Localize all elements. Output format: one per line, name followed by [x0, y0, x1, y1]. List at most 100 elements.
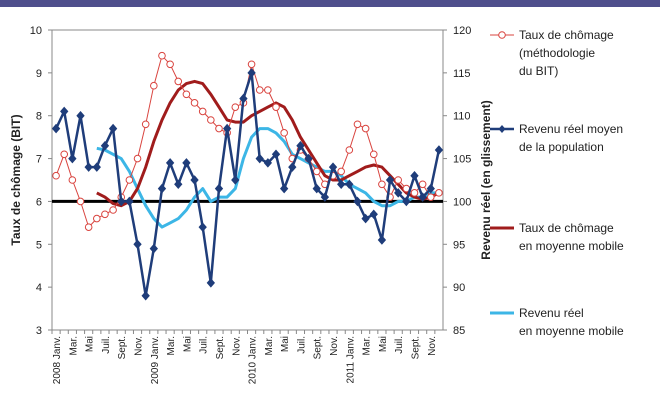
x-tick-label: Mar. — [264, 336, 275, 355]
data-point — [76, 197, 85, 206]
y2-tick-label: 85 — [453, 325, 465, 337]
data-point — [117, 196, 126, 207]
data-point — [198, 222, 207, 232]
y-tick-label: 9 — [36, 68, 42, 80]
data-point — [133, 154, 142, 163]
x-tick-label: Mar. — [166, 336, 177, 355]
data-point — [190, 175, 199, 185]
data-point — [165, 158, 175, 168]
y2-tick-label: 95 — [453, 239, 465, 251]
data-point — [394, 176, 402, 184]
data-point — [174, 77, 183, 86]
data-point — [206, 278, 216, 288]
x-tick-label: Sept. — [215, 336, 226, 359]
data-point — [378, 180, 386, 189]
data-point — [361, 124, 370, 133]
data-point — [328, 162, 338, 172]
x-tick-label: Nov. — [231, 336, 242, 356]
data-point — [60, 106, 69, 117]
data-point — [264, 86, 272, 94]
x-tick-label: Nov. — [134, 336, 145, 356]
data-point — [150, 81, 158, 90]
y-tick-label: 10 — [30, 25, 42, 37]
data-point — [312, 167, 321, 176]
data-point — [345, 146, 354, 154]
data-point — [263, 158, 273, 168]
data-point — [52, 171, 60, 180]
x-tick-label: 2008 Janv. — [52, 336, 63, 384]
y2-tick-label: 105 — [453, 154, 471, 166]
data-point — [214, 183, 224, 194]
data-point — [141, 290, 150, 301]
data-point — [296, 140, 305, 151]
data-point — [394, 188, 403, 198]
data-point — [231, 103, 240, 111]
data-point — [141, 120, 150, 129]
data-point — [426, 193, 435, 201]
data-point — [361, 213, 370, 224]
data-point — [60, 150, 69, 159]
data-point — [100, 140, 110, 151]
data-point — [231, 175, 240, 185]
x-tick-label: Mai — [182, 336, 193, 352]
legend-label: Taux de chômage en moyenne mobile — [519, 221, 624, 253]
data-point — [247, 68, 256, 78]
y2-tick-label: 120 — [453, 25, 471, 37]
x-tick-label: Sept. — [410, 336, 421, 359]
data-point — [345, 179, 354, 190]
legend-marker — [498, 31, 506, 39]
x-tick-label: Mai — [280, 336, 291, 352]
data-point — [51, 123, 61, 134]
y-tick-label: 6 — [36, 196, 42, 208]
data-point — [255, 86, 264, 94]
legend-label: Revenu réel en moyenne mobile — [519, 306, 624, 338]
top-bar — [0, 0, 660, 7]
data-point — [239, 93, 248, 104]
y-tick-label: 4 — [36, 282, 42, 294]
data-point — [109, 206, 117, 214]
x-tick-label: Nov. — [427, 336, 438, 356]
data-point — [418, 180, 427, 189]
y-tick-label: 3 — [36, 325, 42, 337]
data-point — [435, 189, 443, 197]
y2-tick-label: 90 — [453, 282, 465, 294]
x-tick-label: Juil. — [296, 336, 307, 354]
x-tick-label: Juil. — [394, 336, 405, 354]
data-point — [353, 196, 362, 207]
data-point — [272, 103, 280, 111]
x-tick-label: Nov. — [329, 336, 340, 356]
data-point — [125, 196, 134, 207]
series-line — [54, 71, 441, 297]
data-point — [369, 150, 378, 159]
data-point — [125, 176, 134, 184]
x-tick-label: 2010 Janv. — [248, 336, 259, 384]
data-point — [84, 223, 93, 231]
data-point — [304, 153, 313, 164]
y2-axis-title: Revenu réel (en glissement) — [479, 100, 493, 259]
x-tick-label: Mar. — [362, 336, 373, 355]
data-point — [133, 239, 142, 250]
data-point — [320, 192, 330, 202]
data-point — [353, 120, 362, 129]
series-line — [96, 79, 440, 208]
data-point — [174, 179, 183, 190]
y2-tick-label: 110 — [453, 111, 471, 123]
x-tick-label: Juil. — [101, 336, 112, 354]
data-point — [337, 179, 346, 190]
data-point — [369, 209, 378, 220]
y-tick-label: 5 — [36, 239, 42, 251]
x-tick-label: Sept. — [117, 336, 128, 359]
series-line — [96, 127, 439, 229]
data-point — [101, 210, 109, 219]
data-point — [279, 183, 289, 194]
data-point — [92, 162, 101, 172]
data-point — [410, 189, 419, 197]
data-point — [426, 183, 435, 194]
data-point — [215, 124, 223, 133]
x-tick-label: Sept. — [313, 336, 324, 359]
data-point — [76, 110, 85, 121]
data-point — [166, 60, 174, 69]
legend-label: Revenu réel moyen de la population — [519, 122, 624, 154]
